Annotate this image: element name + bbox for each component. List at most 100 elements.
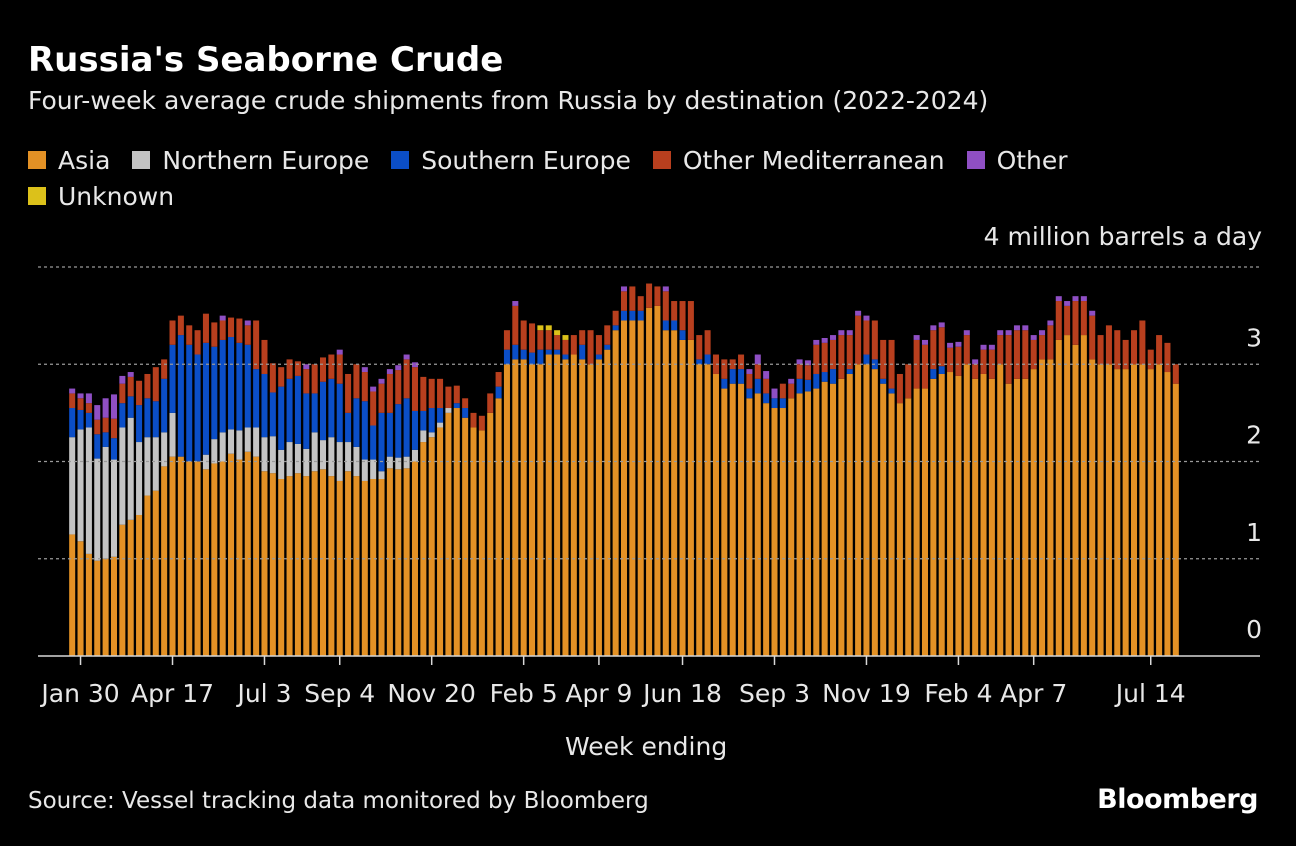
bar-segment-northern-europe xyxy=(136,442,143,515)
bar-segment-southern-europe xyxy=(503,349,510,365)
bar-segment-southern-europe xyxy=(144,398,151,438)
bar-segment-southern-europe xyxy=(85,412,92,428)
bar-segment-asia xyxy=(110,556,117,656)
bar-segment-asia xyxy=(1131,364,1138,656)
bar-segment-other-mediterranean xyxy=(294,361,301,376)
bar-segment-other-mediterranean xyxy=(604,325,611,345)
bar-segment-other xyxy=(863,315,870,321)
bar-segment-other xyxy=(77,393,84,399)
bar-segment-asia xyxy=(294,473,301,656)
bar-segment-southern-europe xyxy=(127,396,134,418)
bar-segment-southern-europe xyxy=(219,339,226,433)
bar-segment-asia xyxy=(144,495,151,656)
bar-segment-other xyxy=(804,360,811,366)
bar-segment-other xyxy=(1072,296,1079,302)
bar-segment-other xyxy=(361,367,368,373)
bar-segment-asia xyxy=(1072,344,1079,656)
bar-segment-other-mediterranean xyxy=(1064,305,1071,336)
bar-segment-other-mediterranean xyxy=(612,310,619,326)
bar-segment-northern-europe xyxy=(77,429,84,542)
bar-segment-southern-europe xyxy=(529,352,536,365)
bar-segment-southern-europe xyxy=(353,398,360,447)
bar-segment-other xyxy=(796,359,803,365)
bar-segment-asia xyxy=(361,480,368,656)
bar-segment-other-mediterranean xyxy=(830,339,837,370)
bar-segment-other xyxy=(1039,330,1046,336)
bar-segment-other-mediterranean xyxy=(579,330,586,345)
bar-segment-northern-europe xyxy=(411,449,418,462)
bar-segment-asia xyxy=(654,305,661,656)
bar-segment-asia xyxy=(838,378,845,656)
bar-segment-other-mediterranean xyxy=(1055,301,1062,340)
bar-segment-other-mediterranean xyxy=(779,383,786,399)
bar-segment-northern-europe xyxy=(437,422,444,428)
bar-segment-other-mediterranean xyxy=(136,380,143,406)
bar-segment-asia xyxy=(311,471,318,656)
bar-segment-other xyxy=(1013,325,1020,331)
bar-segment-northern-europe xyxy=(102,446,109,559)
bar-segment-southern-europe xyxy=(930,369,937,379)
bar-segment-asia xyxy=(830,383,837,656)
bar-segment-other-mediterranean xyxy=(704,330,711,355)
bar-segment-northern-europe xyxy=(144,437,151,496)
bar-segment-other xyxy=(110,394,117,419)
bar-segment-asia xyxy=(194,461,201,656)
x-tick-label: Feb 4 xyxy=(924,679,992,708)
bar-segment-asia xyxy=(1013,378,1020,656)
bar-segment-other-mediterranean xyxy=(988,349,995,379)
bar-segment-asia xyxy=(152,490,159,656)
legend-item-northern-europe: Northern Europe xyxy=(132,142,369,178)
bar-segment-other xyxy=(813,339,820,345)
bar-segment-asia xyxy=(211,463,218,656)
bar-segment-asia xyxy=(462,417,469,656)
x-tick-label: Apr 17 xyxy=(131,679,214,708)
bar-segment-other-mediterranean xyxy=(570,335,577,355)
bar-segment-asia xyxy=(1097,364,1104,656)
bar-segment-other xyxy=(1022,325,1029,331)
bar-segment-asia xyxy=(529,364,536,656)
bar-segment-other-mediterranean xyxy=(437,378,444,409)
bar-segment-other-mediterranean xyxy=(871,320,878,360)
bar-segment-asia xyxy=(403,468,410,656)
bar-segment-northern-europe xyxy=(345,442,352,472)
bar-segment-other-mediterranean xyxy=(754,364,761,379)
bar-segment-southern-europe xyxy=(779,398,786,409)
bar-segment-other-mediterranean xyxy=(671,301,678,321)
bar-segment-asia xyxy=(345,471,352,656)
bar-segment-northern-europe xyxy=(269,436,276,474)
bar-segment-other xyxy=(378,378,385,384)
legend-item-unknown: Unknown xyxy=(28,178,174,214)
bar-segment-southern-europe xyxy=(269,392,276,437)
bar-segment-asia xyxy=(821,381,828,656)
bar-segment-asia xyxy=(880,383,887,656)
bar-segment-asia xyxy=(1164,372,1171,656)
bar-segment-other-mediterranean xyxy=(980,349,987,374)
bar-segment-asia xyxy=(1114,369,1121,656)
bar-segment-asia xyxy=(554,354,561,656)
bar-segment-other-mediterranean xyxy=(1047,325,1054,360)
bar-segment-northern-europe xyxy=(294,444,301,474)
bar-segment-asia xyxy=(997,364,1004,656)
bar-segment-other-mediterranean xyxy=(905,364,912,399)
bar-segment-asia xyxy=(286,476,293,656)
bar-segment-northern-europe xyxy=(320,440,327,470)
bar-segment-other-mediterranean xyxy=(244,325,251,345)
bar-segment-other-mediterranean xyxy=(320,357,327,382)
y-tick-label: 2 xyxy=(1246,421,1262,450)
bar-segment-other xyxy=(746,369,753,374)
bar-segment-asia xyxy=(1105,364,1112,656)
bar-segment-southern-europe xyxy=(320,381,327,441)
bar-segment-southern-europe xyxy=(595,354,602,360)
bar-segment-other-mediterranean xyxy=(478,415,485,431)
bar-segment-asia xyxy=(487,412,494,657)
bar-segment-asia xyxy=(1147,369,1154,656)
bar-segment-other-mediterranean xyxy=(1039,335,1046,360)
bar-segment-southern-europe xyxy=(94,434,101,459)
bar-segment-southern-europe xyxy=(119,403,126,428)
bar-segment-southern-europe xyxy=(378,412,385,472)
bar-segment-southern-europe xyxy=(328,378,335,438)
bar-segment-asia xyxy=(637,320,644,656)
bar-segment-other-mediterranean xyxy=(1030,339,1037,370)
bar-segment-other-mediterranean xyxy=(253,320,260,370)
bar-segment-other-mediterranean xyxy=(512,305,519,345)
